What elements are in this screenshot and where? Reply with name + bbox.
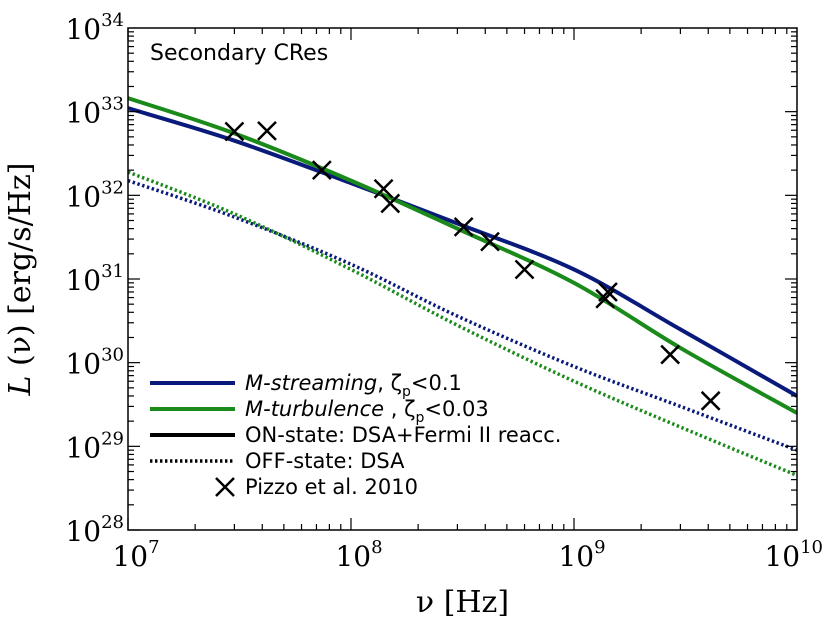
series-group [128, 96, 797, 477]
x-axis-label: ν [Hz] [416, 585, 509, 620]
x-tick-label-1: 108 [335, 537, 382, 573]
observation-point-2 [311, 160, 332, 181]
observation-point-5 [453, 216, 474, 237]
axes: 107 108 109 1010 1028 1029 1030 1031 1032 1033 103… [3, 10, 823, 620]
observations [224, 120, 721, 411]
observation-point-1 [257, 120, 277, 141]
observation-point-8 [595, 288, 616, 309]
legend-item-on: ON-state: DSA+Fermi II reacc. [150, 423, 562, 447]
observation-point-6 [480, 231, 500, 252]
legend-label: Pizzo et al. 2010 [245, 475, 418, 499]
observation-point-4 [380, 193, 401, 214]
observation-point-9 [598, 282, 618, 302]
legend-label: M-turbulence , ζp<0.03 [245, 397, 489, 426]
observation-point-0 [224, 121, 245, 142]
observation-point-3 [373, 178, 394, 199]
plot-area [128, 96, 797, 477]
y-tick-label-1: 1029 [65, 428, 124, 464]
x-tick-label-0: 107 [112, 537, 159, 573]
y-tick-label-3: 1031 [65, 261, 124, 297]
legend-item-turbulence: M-turbulence , ζp<0.03 [150, 397, 489, 426]
y-axis-label: L (ν) [erg/s/Hz] [3, 163, 38, 397]
legend-item-off: OFF-state: DSA [150, 449, 405, 473]
legend-label: OFF-state: DSA [245, 449, 405, 473]
legend-label: ON-state: DSA+Fermi II reacc. [245, 423, 562, 447]
chart-annotation: Secondary CRes [150, 41, 328, 66]
ticks [127, 28, 797, 531]
y-tick-label-6: 1034 [65, 10, 124, 46]
observation-point-7 [514, 259, 535, 280]
series-line-2 [128, 178, 797, 452]
legend-item-obs: Pizzo et al. 2010 [215, 475, 418, 499]
y-tick-label-2: 1030 [65, 345, 124, 381]
x-tick-label-3: 1010 [764, 537, 823, 573]
legend: M-streaming, ζp<0.1M-turbulence , ζp<0.0… [150, 371, 562, 499]
series-line-0 [128, 106, 797, 398]
series-line-1 [128, 96, 797, 415]
legend-marker-x-icon [215, 477, 235, 497]
plot-frame [127, 27, 798, 531]
legend-label: M-streaming, ζp<0.1 [245, 371, 462, 400]
observation-point-11 [700, 390, 721, 411]
observation-point-10 [660, 344, 681, 365]
y-tick-label-5: 1033 [65, 94, 124, 130]
x-tick-label-2: 109 [558, 537, 605, 573]
y-tick-label-4: 1032 [65, 177, 124, 213]
y-tick-label-0: 1028 [65, 512, 124, 548]
legend-item-streaming: M-streaming, ζp<0.1 [150, 371, 462, 400]
